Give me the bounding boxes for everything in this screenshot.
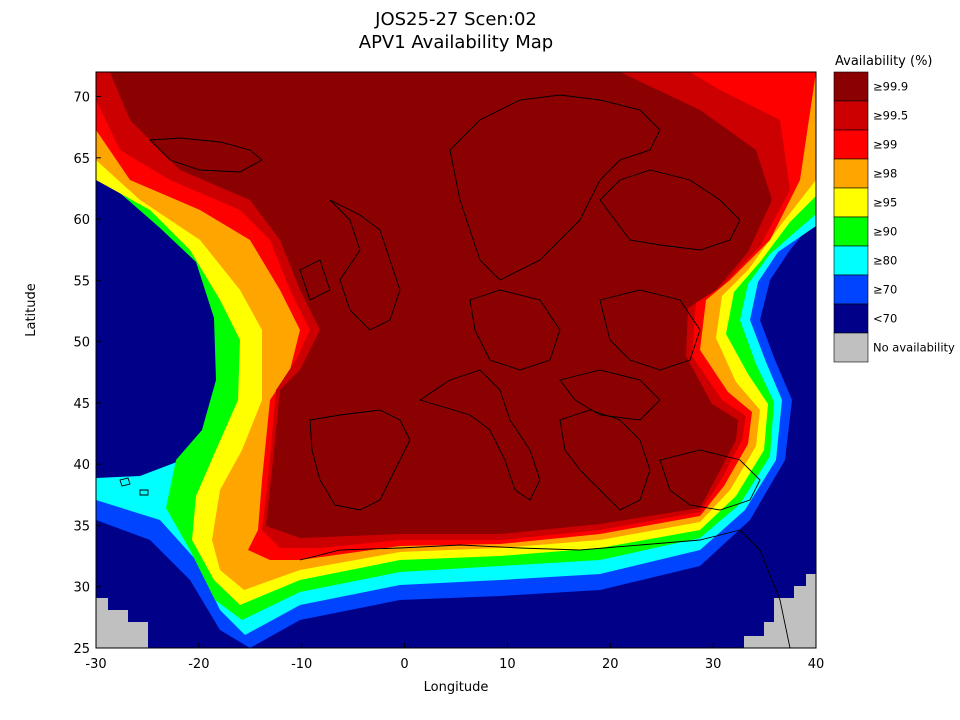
y-tick-label: 35 (73, 519, 90, 534)
x-tick-label: -30 (85, 657, 106, 672)
legend-swatch (833, 216, 869, 247)
legend-label: ≥99.5 (873, 109, 908, 123)
legend-label: ≥80 (873, 254, 897, 268)
x-tick-label: -10 (291, 657, 312, 672)
legend-swatch (833, 245, 869, 276)
y-tick-label: 45 (73, 397, 90, 412)
y-tick-label: 40 (73, 458, 90, 473)
legend-label: ≥95 (873, 196, 897, 210)
y-tick-label: 50 (73, 336, 90, 351)
map-plot-area (96, 72, 816, 648)
x-tick-label: -20 (188, 657, 209, 672)
legend-label: ≥99.9 (873, 80, 908, 94)
x-tick-label: 0 (400, 657, 408, 672)
legend-label: <70 (873, 312, 897, 326)
legend-swatch (833, 274, 869, 305)
y-axis-label: Latitude (24, 283, 39, 337)
x-tick-label: 10 (499, 657, 516, 672)
x-tick-label: 20 (602, 657, 619, 672)
x-tick-label: 40 (808, 657, 825, 672)
x-axis-label: Longitude (423, 680, 489, 695)
coastlines (119, 94, 791, 648)
y-tick-label: 25 (73, 642, 90, 657)
legend-swatch (833, 129, 869, 160)
legend-label: ≥99 (873, 138, 897, 152)
y-tick-label: 65 (73, 152, 90, 167)
y-tick-label: 55 (73, 274, 90, 289)
legend-title: Availability (%) (835, 54, 933, 69)
legend-swatch (833, 332, 869, 363)
y-tick-label: 60 (73, 213, 90, 228)
chart-subtitle: APV1 Availability Map (358, 32, 554, 53)
legend-label: ≥90 (873, 225, 897, 239)
y-tick-label: 30 (73, 581, 90, 596)
legend-label: ≥70 (873, 283, 897, 297)
legend: ≥99.9 ≥99.5 ≥99 ≥98 ≥95 ≥90 ≥80 ≥70 <70 No availa… (833, 71, 955, 363)
legend-swatch (833, 303, 869, 334)
legend-swatch (833, 187, 869, 218)
legend-swatch (833, 158, 869, 189)
axis-ticks: -30 -20 -10 0 10 20 30 40 25 30 35 40 45 50 55 60 65 70 (73, 91, 824, 672)
band-no-availability (96, 574, 816, 648)
band-ge99-9 (110, 72, 772, 538)
legend-label: No availability (873, 341, 955, 355)
legend-swatch (833, 100, 869, 131)
legend-swatch (833, 71, 869, 102)
y-tick-label: 70 (73, 91, 90, 106)
legend-label: ≥98 (873, 167, 897, 181)
chart-title: JOS25-27 Scen:02 (375, 9, 537, 30)
plot-frame (95, 71, 817, 649)
x-tick-label: 30 (705, 657, 722, 672)
